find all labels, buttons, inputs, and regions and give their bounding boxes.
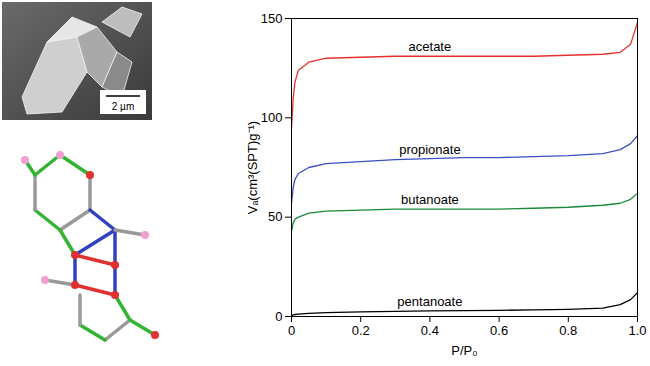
svg-text:150: 150 — [261, 11, 283, 26]
svg-text:propionate: propionate — [399, 142, 460, 157]
svg-text:0: 0 — [288, 323, 295, 338]
svg-text:0.4: 0.4 — [421, 323, 439, 338]
svg-text:50: 50 — [268, 209, 282, 224]
svg-text:butanoate: butanoate — [401, 192, 459, 207]
svg-text:0.2: 0.2 — [352, 323, 370, 338]
svg-text:Vₐ(cm³(SPT)g⁻¹): Vₐ(cm³(SPT)g⁻¹) — [245, 121, 260, 214]
svg-text:0.6: 0.6 — [490, 323, 508, 338]
svg-text:P/P₀: P/P₀ — [451, 343, 477, 358]
svg-text:100: 100 — [261, 110, 283, 125]
svg-text:0.8: 0.8 — [559, 323, 577, 338]
svg-text:pentanoate: pentanoate — [397, 294, 462, 309]
svg-text:acetate: acetate — [409, 39, 452, 54]
svg-text:1.0: 1.0 — [628, 323, 646, 338]
svg-text:0: 0 — [275, 309, 282, 324]
svg-text:2 µm: 2 µm — [112, 101, 134, 112]
